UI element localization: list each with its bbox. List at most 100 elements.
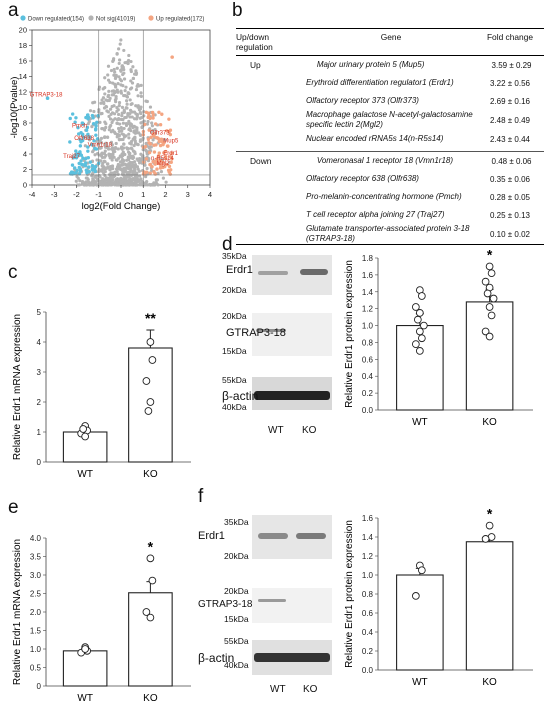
up-gene-cell: Major urinary protein 5 (Mup5) bbox=[316, 60, 425, 69]
chart-d-protein: 0.0 0.2 0.4 0.6 0.8 1.0 1.2 1.4 1.6 1.8 Relative E… bbox=[344, 246, 533, 428]
data-point bbox=[146, 613, 155, 622]
category-label: WT bbox=[77, 693, 93, 704]
data-point bbox=[485, 332, 494, 341]
data-point bbox=[411, 303, 420, 311]
blot-f-bands bbox=[254, 533, 330, 662]
data-point bbox=[148, 356, 157, 364]
down-gene-cell: T cell receptor alpha joining 27 (Traj27… bbox=[306, 210, 445, 219]
significance-marker: * bbox=[487, 246, 493, 262]
category-label: WT bbox=[412, 417, 428, 428]
volcano-plot: Down regulated(154) Not sig(41019) Up regu… bbox=[9, 15, 212, 212]
label-f-actin: β-actin bbox=[198, 651, 235, 665]
panel-letter-a: a bbox=[8, 0, 19, 21]
data-point bbox=[142, 608, 151, 616]
up-gene-cell: Olfactory receptor 373 (Olfr373) bbox=[306, 96, 419, 105]
x-tick-label: -4 bbox=[29, 190, 36, 199]
panel-letter-f: f bbox=[198, 486, 204, 507]
kda-d-4: 55kDa bbox=[222, 375, 247, 385]
y-tick-label: 1.0 bbox=[362, 322, 374, 331]
y-tick-label: 0.0 bbox=[362, 666, 374, 675]
y-tick-label: 1.6 bbox=[362, 514, 374, 523]
data-point bbox=[419, 321, 428, 330]
up-row: Olfactory receptor 373 (Olfr373) 2.69 ± 0… bbox=[236, 92, 544, 110]
y-tick-label: 4.0 bbox=[30, 534, 42, 543]
down-gene-cell: Pro-melanin-concentrating hormone (Pmch) bbox=[306, 192, 462, 201]
kda-d-0: 35kDa bbox=[222, 251, 247, 261]
data-point bbox=[485, 262, 494, 271]
volcano-ylabel: -log10(Pvalue) bbox=[9, 77, 20, 139]
data-point bbox=[415, 327, 424, 336]
gene-label-down: Vmn1r18 bbox=[88, 142, 113, 148]
y-tick-label: 1.0 bbox=[30, 645, 42, 654]
panel-letter-b: b bbox=[232, 0, 243, 21]
data-point bbox=[411, 592, 420, 600]
y-tick-label: 8 bbox=[23, 119, 27, 128]
data-point bbox=[483, 289, 492, 298]
panel-letter-c: c bbox=[8, 262, 18, 283]
lane-f-wt: WT bbox=[270, 684, 286, 695]
down-row: Pro-melanin-concentrating hormone (Pmch)… bbox=[236, 188, 544, 206]
down-fold-cell: 0.28 ± 0.05 bbox=[490, 192, 530, 202]
lane-f-ko: KO bbox=[303, 684, 318, 695]
y-tick-label: 0 bbox=[37, 458, 42, 467]
table-header: Up/down regulation Gene Fold change bbox=[236, 28, 544, 56]
label-d-erdr1: Erdr1 bbox=[226, 264, 253, 276]
y-tick-label: 3.5 bbox=[30, 553, 42, 562]
up-fold-cell: 2.48 ± 0.49 bbox=[490, 115, 530, 125]
bar-ko bbox=[465, 301, 514, 411]
y-tick-label: 0.2 bbox=[362, 647, 374, 656]
data-point bbox=[415, 309, 424, 317]
down-row: Glutamate transporter-associated protein… bbox=[236, 224, 544, 244]
significance-marker: ** bbox=[145, 310, 156, 326]
x-tick-label: -1 bbox=[95, 190, 102, 199]
gene-label-up: Erdr1 bbox=[163, 151, 178, 157]
fold-change-table: Up/down regulation Gene Fold change Up Ma… bbox=[236, 28, 544, 245]
y-tick-label: 1 bbox=[37, 428, 42, 437]
y-tick-label: 0 bbox=[37, 682, 42, 691]
significance-marker: * bbox=[148, 538, 154, 554]
data-point bbox=[417, 292, 426, 300]
category-label: KO bbox=[482, 677, 497, 688]
blot-d-bands bbox=[254, 269, 330, 400]
kda-f-5: 40kDa bbox=[224, 660, 249, 670]
chart-f-protein: 0.0 0.2 0.4 0.6 0.8 1.0 1.2 1.4 1.6 Relative Erdr… bbox=[344, 506, 533, 688]
y-tick-label: 1.2 bbox=[362, 305, 374, 314]
y-axis-label: Relative Erdr1 protein expression bbox=[344, 520, 355, 668]
up-fold-cell: 2.69 ± 0.16 bbox=[490, 96, 530, 106]
label-d-gtrap: GTRAP3-18 bbox=[226, 327, 286, 339]
header-regulation: Up/down regulation bbox=[236, 32, 273, 52]
lane-d-wt: WT bbox=[268, 425, 284, 436]
y-tick-label: 1.4 bbox=[362, 533, 374, 542]
category-label: WT bbox=[77, 469, 93, 480]
y-tick-label: 1.5 bbox=[30, 627, 42, 636]
gene-label-down: Olfr638 bbox=[74, 136, 94, 142]
label-f-erdr1: Erdr1 bbox=[198, 530, 225, 542]
label-f-gtrap: GTRAP3-18 bbox=[198, 599, 253, 610]
data-point bbox=[146, 554, 155, 563]
legend-label: Down regulated(154) bbox=[28, 17, 84, 23]
data-point bbox=[487, 269, 496, 278]
kda-d-2: 20kDa bbox=[222, 311, 247, 321]
y-tick-label: 5 bbox=[37, 308, 42, 317]
x-tick-label: 2 bbox=[163, 190, 167, 199]
data-point bbox=[413, 315, 422, 324]
y-tick-label: 2.0 bbox=[30, 608, 42, 617]
category-label: KO bbox=[143, 693, 158, 704]
data-point bbox=[146, 338, 155, 346]
y-axis-label: Relative Erdr1 mRNA expression bbox=[12, 314, 23, 460]
panel-letter-d: d bbox=[222, 234, 233, 255]
y-tick-label: 4 bbox=[23, 150, 27, 159]
data-point bbox=[415, 347, 424, 355]
x-tick-label: 1 bbox=[141, 190, 145, 199]
data-point bbox=[411, 340, 420, 348]
y-tick-label: 0.4 bbox=[362, 372, 374, 381]
x-tick-label: -3 bbox=[51, 190, 58, 199]
data-point bbox=[481, 327, 490, 336]
y-axis-label: Relative Erdr1 mRNA expression bbox=[12, 539, 23, 685]
data-point bbox=[481, 277, 490, 286]
data-point bbox=[487, 311, 496, 320]
y-tick-label: 6 bbox=[23, 134, 27, 143]
significance-marker: * bbox=[487, 506, 493, 522]
legend-dot bbox=[148, 15, 154, 21]
data-point bbox=[81, 645, 90, 653]
